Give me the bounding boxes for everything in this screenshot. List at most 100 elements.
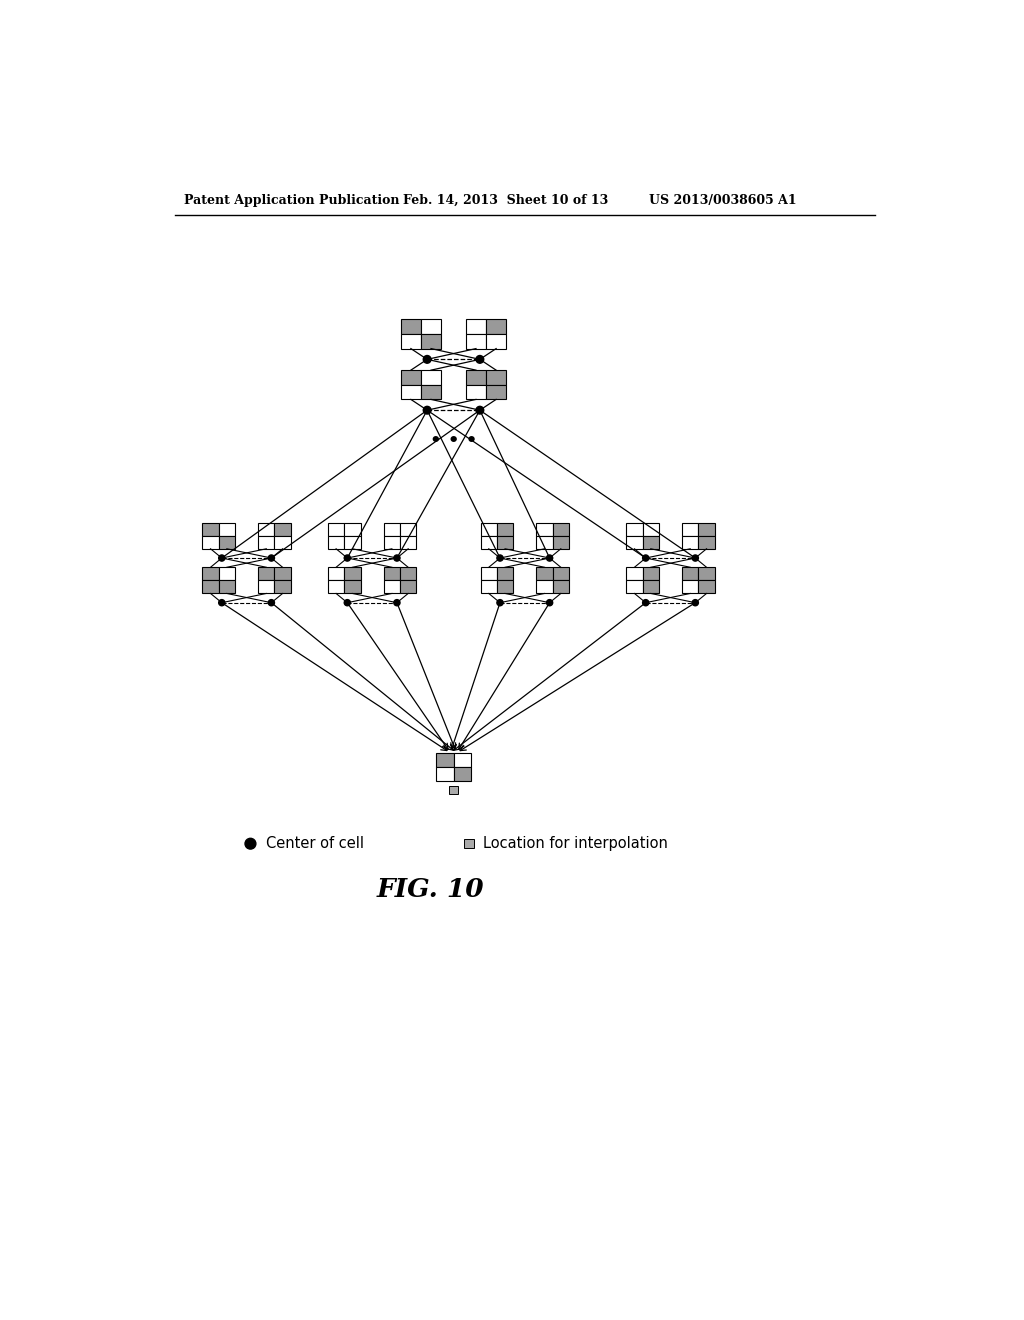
Bar [436, 767, 454, 780]
Bar [553, 536, 569, 549]
Bar [384, 523, 400, 536]
Text: • • •: • • • [430, 432, 477, 450]
Bar [497, 581, 513, 594]
Bar [219, 568, 234, 581]
Circle shape [643, 599, 649, 606]
Bar [421, 334, 441, 348]
Circle shape [423, 355, 431, 363]
Bar [497, 523, 513, 536]
Circle shape [268, 554, 274, 561]
Bar [627, 581, 643, 594]
Bar [464, 840, 474, 849]
Bar [400, 385, 421, 400]
Text: Location for interpolation: Location for interpolation [483, 836, 668, 851]
Bar [344, 536, 360, 549]
Bar [643, 536, 658, 549]
Bar [480, 568, 497, 581]
Bar [400, 568, 417, 581]
Bar [537, 581, 553, 594]
Circle shape [547, 554, 553, 561]
Bar [537, 523, 553, 536]
Bar [643, 523, 658, 536]
Bar [643, 568, 658, 581]
Bar [258, 581, 274, 594]
Circle shape [692, 554, 698, 561]
Bar [454, 752, 471, 767]
Circle shape [497, 599, 503, 606]
Bar [454, 767, 471, 780]
Bar [450, 785, 458, 795]
Circle shape [219, 554, 225, 561]
Text: US 2013/0038605 A1: US 2013/0038605 A1 [649, 194, 797, 207]
Bar [328, 568, 344, 581]
Bar [400, 370, 421, 385]
Text: FIG. 10: FIG. 10 [377, 878, 484, 903]
Bar [203, 581, 219, 594]
Bar [537, 536, 553, 549]
Text: Feb. 14, 2013  Sheet 10 of 13: Feb. 14, 2013 Sheet 10 of 13 [403, 194, 608, 207]
Circle shape [547, 599, 553, 606]
Bar [400, 536, 417, 549]
Circle shape [344, 554, 350, 561]
Bar [466, 334, 486, 348]
Bar [344, 523, 360, 536]
Bar [436, 752, 454, 767]
Bar [384, 536, 400, 549]
Bar [258, 536, 274, 549]
Bar [258, 568, 274, 581]
Circle shape [476, 355, 483, 363]
Bar [219, 581, 234, 594]
Bar [203, 568, 219, 581]
Circle shape [219, 599, 225, 606]
Bar [328, 536, 344, 549]
Bar [400, 523, 417, 536]
Bar [537, 568, 553, 581]
Circle shape [497, 554, 503, 561]
Circle shape [476, 407, 483, 414]
Bar [682, 523, 698, 536]
Bar [682, 536, 698, 549]
Circle shape [394, 554, 400, 561]
Bar [384, 568, 400, 581]
Circle shape [394, 599, 400, 606]
Bar [682, 581, 698, 594]
Bar [466, 385, 486, 400]
Bar [274, 536, 291, 549]
Bar [643, 581, 658, 594]
Bar [328, 523, 344, 536]
Bar [497, 536, 513, 549]
Bar [344, 581, 360, 594]
Bar [328, 581, 344, 594]
Bar [421, 385, 441, 400]
Circle shape [245, 838, 256, 849]
Bar [203, 523, 219, 536]
Bar [486, 385, 506, 400]
Bar [400, 319, 421, 334]
Bar [486, 334, 506, 348]
Bar [258, 523, 274, 536]
Bar [466, 370, 486, 385]
Circle shape [344, 599, 350, 606]
Bar [698, 581, 715, 594]
Circle shape [643, 554, 649, 561]
Bar [274, 523, 291, 536]
Bar [698, 536, 715, 549]
Bar [219, 523, 234, 536]
Bar [274, 581, 291, 594]
Bar [466, 319, 486, 334]
Bar [480, 536, 497, 549]
Bar [480, 581, 497, 594]
Bar [203, 536, 219, 549]
Text: Center of cell: Center of cell [266, 836, 364, 851]
Bar [344, 568, 360, 581]
Bar [553, 523, 569, 536]
Circle shape [268, 599, 274, 606]
Bar [219, 536, 234, 549]
Text: Patent Application Publication: Patent Application Publication [183, 194, 399, 207]
Bar [400, 581, 417, 594]
Bar [421, 370, 441, 385]
Bar [627, 536, 643, 549]
Bar [400, 334, 421, 348]
Bar [553, 568, 569, 581]
Bar [486, 370, 506, 385]
